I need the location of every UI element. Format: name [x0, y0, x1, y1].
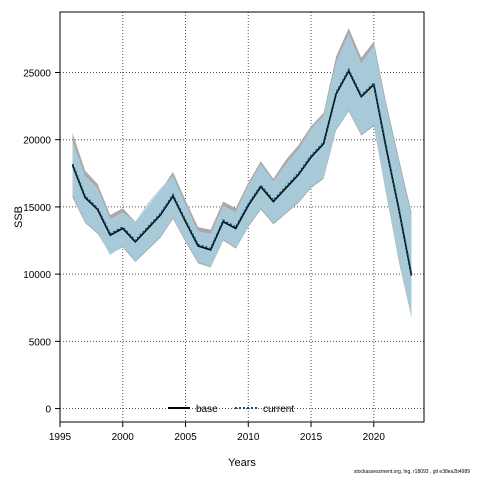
footer-credit: stockassessment.org, lng, r18093 , git e… [353, 469, 470, 475]
y-tick-label: 20000 [23, 136, 51, 147]
x-tick-label: 2000 [112, 432, 135, 443]
x-axis: 1995 2000 2005 2010 2015 2020 [49, 422, 385, 443]
y-axis-title: SSB [13, 206, 25, 228]
confidence-band-base [72, 28, 412, 318]
legend-label-current: current [263, 404, 294, 415]
legend: base current [168, 404, 294, 415]
y-axis: 0 5000 10000 15000 20000 25000 [23, 68, 60, 416]
series-lines [71, 67, 413, 276]
y-tick-label: 25000 [23, 68, 51, 79]
confidence-band-current [72, 33, 412, 316]
y-tick-label: 10000 [23, 270, 51, 281]
plot-frame [59, 11, 425, 423]
x-tick-label: 2020 [363, 432, 386, 443]
y-tick-label: 0 [45, 405, 51, 416]
x-tick-label: 2010 [237, 432, 260, 443]
y-tick-label: 15000 [23, 203, 51, 214]
y-tick-label: 5000 [29, 337, 52, 348]
x-tick-label: 2015 [300, 432, 323, 443]
confidence-bands [72, 28, 412, 318]
legend-label-base: base [196, 404, 218, 415]
x-tick-label: 1995 [49, 432, 72, 443]
x-tick-label: 2005 [174, 432, 197, 443]
x-axis-title: Years [228, 457, 256, 469]
